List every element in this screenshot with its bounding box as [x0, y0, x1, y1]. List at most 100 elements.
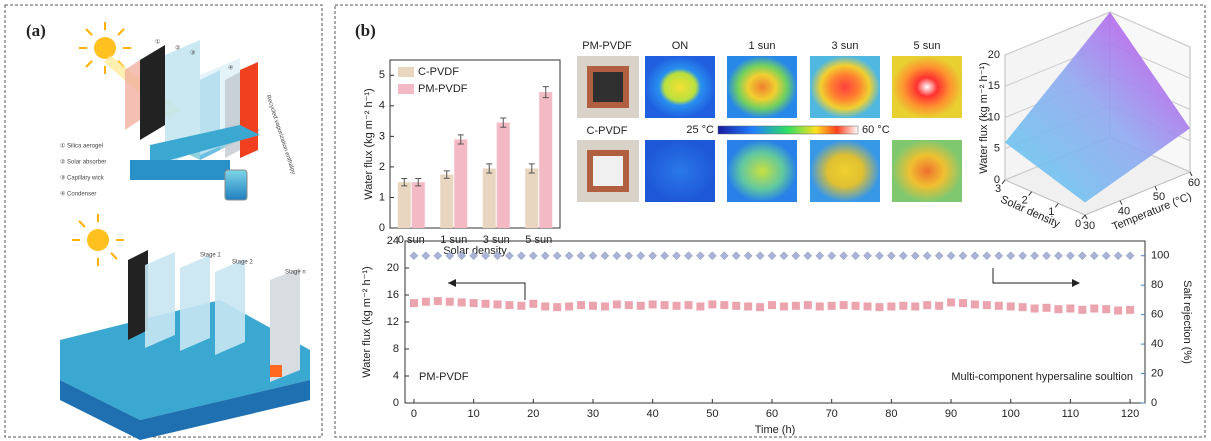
diamond-marker: [457, 251, 467, 261]
square-marker: [529, 299, 538, 308]
square-marker: [457, 298, 466, 307]
y-tick-label: 2: [379, 161, 385, 173]
y-tick-label: 1: [1048, 206, 1054, 218]
error-bar: [500, 117, 507, 128]
square-marker: [827, 301, 836, 310]
diamond-marker: [505, 251, 514, 261]
square-marker: [1102, 305, 1111, 314]
square-marker: [958, 299, 967, 308]
x-tick-label: 70: [826, 408, 838, 420]
square-marker: [756, 303, 765, 312]
diamond-marker: [743, 251, 753, 261]
bar: [525, 168, 539, 228]
square-marker: [744, 302, 753, 311]
x-tick-label: 5 sun: [525, 234, 552, 246]
error-bar: [415, 178, 422, 187]
diamond-marker: [815, 251, 825, 261]
marker: ①: [155, 39, 160, 46]
square-marker: [815, 302, 824, 311]
square-marker: [1066, 304, 1075, 313]
legend-label: C-PVDF: [418, 66, 459, 78]
square-marker: [612, 300, 621, 309]
square-marker: [493, 300, 502, 309]
y-tick-label: 20: [387, 262, 399, 274]
colorbar-label: 60 °C: [862, 124, 890, 136]
diamond-marker: [469, 251, 478, 261]
x-axis-label: Time (h): [755, 424, 796, 436]
bar: [496, 122, 510, 228]
y-tick-label: 3: [995, 183, 1001, 195]
diamond-marker: [552, 251, 562, 261]
device-illustration: ① ② ③ ④ Recycled vaporization enthalpy ①…: [60, 22, 296, 201]
diamond-marker: [994, 251, 1004, 261]
y-tick-label: 24: [387, 235, 399, 247]
bar: [440, 174, 454, 228]
diamond-marker: [946, 251, 956, 261]
x-tick-label: 90: [945, 408, 957, 420]
y2-tick-label: 20: [1151, 367, 1163, 379]
thermal-images: PM-PVDF C-PVDF ON 1 sun 3 sun 5 sun 25 °…: [577, 40, 962, 202]
diamond-marker: [1030, 251, 1039, 261]
diamond-marker: [1054, 251, 1063, 261]
square-marker: [505, 301, 514, 310]
arrow: [448, 282, 526, 300]
diamond-marker: [1066, 251, 1075, 261]
arrow-head: [448, 279, 456, 287]
square-marker: [887, 302, 896, 311]
diamond-marker: [696, 251, 705, 261]
x-tick-label: 100: [1002, 408, 1020, 420]
bar: [482, 168, 496, 228]
z-tick-label: 20: [988, 49, 1000, 61]
x-tick-label: 80: [885, 408, 897, 420]
bar: [397, 182, 411, 228]
x-tick-label: 40: [647, 408, 659, 420]
square-marker: [600, 302, 609, 311]
sample-label: PM-PVDF: [582, 40, 632, 52]
square-marker: [791, 301, 800, 310]
diamond-marker: [600, 251, 610, 261]
x-tick-label: 30: [587, 408, 599, 420]
y-tick-label: 4: [379, 100, 385, 112]
square-marker: [517, 301, 526, 310]
diamond-marker: [803, 251, 813, 261]
annotation: PM-PVDF: [419, 371, 469, 383]
square-marker: [1090, 304, 1099, 313]
square-marker: [481, 299, 490, 308]
diamond-marker: [875, 251, 884, 261]
x-tick-label: 40: [1118, 206, 1130, 218]
diamond-marker: [421, 251, 431, 261]
square-marker: [994, 301, 1003, 310]
error-bar: [457, 134, 464, 145]
x-tick-label: 3 sun: [483, 234, 510, 246]
y-tick-label: 3: [379, 130, 385, 142]
square-marker: [779, 302, 788, 311]
square-marker: [565, 302, 574, 311]
bar: [454, 139, 468, 228]
square-marker: [982, 301, 991, 310]
y-tick: [1028, 191, 1033, 196]
x-tick: [1119, 200, 1123, 205]
square-marker: [732, 301, 741, 310]
legend-item: ③ Capillary wick: [60, 175, 105, 182]
square-marker: [1030, 304, 1039, 313]
square-marker: [1078, 305, 1087, 314]
error-bar: [542, 86, 549, 99]
diamond-marker: [910, 251, 920, 261]
diamond-marker: [684, 251, 693, 261]
square-marker: [588, 301, 597, 310]
y2-tick-label: 60: [1151, 309, 1163, 321]
error-bar: [443, 170, 450, 179]
x-tick-label: 60: [1188, 177, 1200, 189]
square-marker: [421, 297, 430, 306]
plot-frame: [389, 59, 561, 229]
x-tick-label: 60: [766, 408, 778, 420]
y-tick-label: 0: [393, 397, 399, 409]
z-tick-label: 15: [988, 80, 1000, 92]
square-marker: [660, 301, 669, 310]
square-marker: [553, 303, 562, 312]
square-marker: [863, 302, 872, 311]
diamond-marker: [517, 251, 526, 261]
bar: [539, 92, 553, 228]
annotation: Multi-component hypersaline soultion: [951, 371, 1133, 383]
